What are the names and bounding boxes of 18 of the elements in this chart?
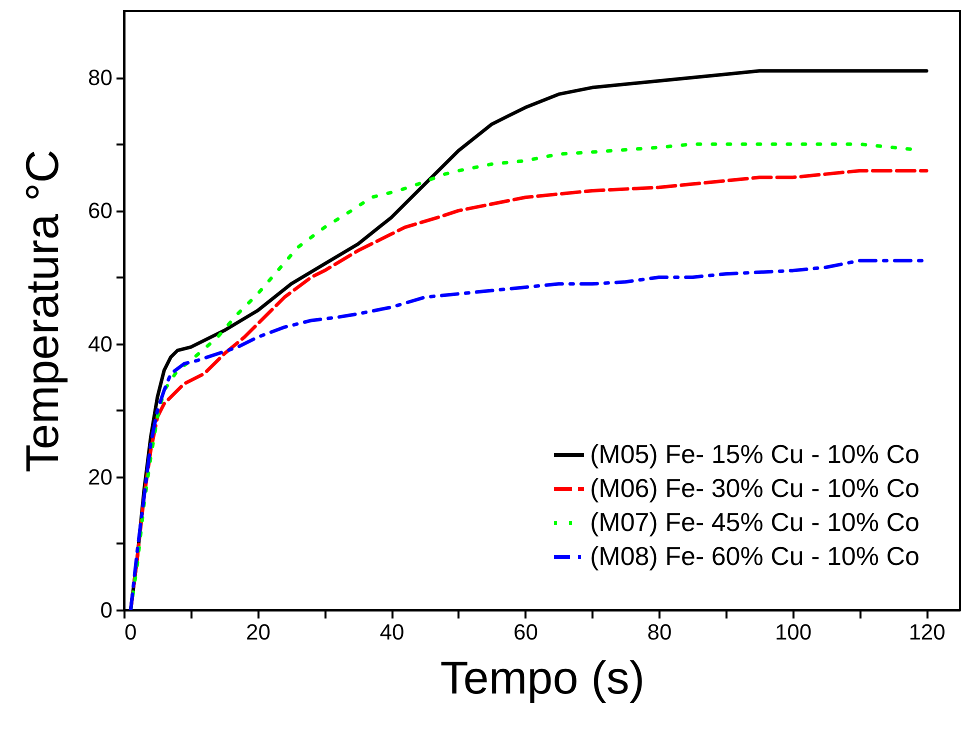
x-tick-label: 20 xyxy=(246,620,270,644)
legend-label: (M05) Fe- 15% Cu - 10% Co xyxy=(590,439,920,469)
x-tick-label: 60 xyxy=(514,620,538,644)
legend-label: (M06) Fe- 30% Cu - 10% Co xyxy=(590,473,920,503)
x-tick-label: 100 xyxy=(774,620,812,644)
x-tick-label: 0 xyxy=(124,620,137,644)
y-tick-label: 0 xyxy=(100,598,112,622)
y-tick-label: 80 xyxy=(88,65,112,90)
y-axis-title: Temperatura °C xyxy=(16,150,68,472)
y-tick-label: 60 xyxy=(88,198,112,224)
x-tick-label: 40 xyxy=(380,620,404,644)
y-tick-label: 20 xyxy=(88,464,112,490)
x-tick-label: 120 xyxy=(908,620,946,644)
x-axis-title: Tempo (s) xyxy=(440,652,645,704)
legend-label: (M07) Fe- 45% Cu - 10% Co xyxy=(590,507,920,537)
legend-label: (M08) Fe- 60% Cu - 10% Co xyxy=(590,541,920,571)
x-tick-label: 80 xyxy=(647,620,672,644)
y-tick-label: 40 xyxy=(88,331,112,356)
